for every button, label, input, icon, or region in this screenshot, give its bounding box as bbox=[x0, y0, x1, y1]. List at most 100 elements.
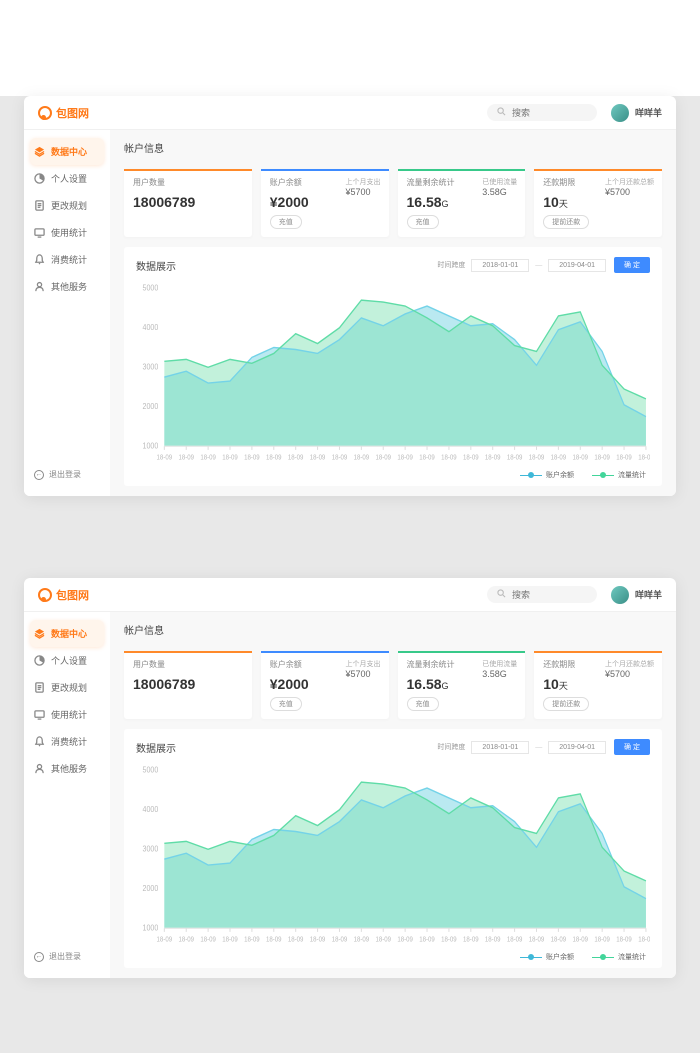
logout-icon: ← bbox=[34, 952, 44, 962]
logout-button[interactable]: ← 退出登录 bbox=[24, 461, 110, 488]
main-content: 帐户信息 用户数量18006789账户余额¥2000上个月支出¥5700充值流量… bbox=[110, 612, 676, 978]
account-section-title: 帐户信息 bbox=[124, 622, 662, 641]
sidebar-item-0[interactable]: 数据中心 bbox=[30, 138, 104, 165]
dashboard-screenshot-1: 包图网 咩咩羊 数据中心个人设置更改规划使用统计消费统计其他服务 ← 退出登录 … bbox=[24, 96, 676, 496]
search-icon bbox=[497, 589, 506, 600]
svg-text:5000: 5000 bbox=[143, 283, 159, 293]
svg-text:5000: 5000 bbox=[143, 765, 159, 775]
account-cards: 用户数量18006789账户余额¥2000上个月支出¥5700充值流量剩余统计1… bbox=[124, 169, 662, 237]
svg-text:18-09: 18-09 bbox=[266, 454, 282, 462]
svg-text:18-09: 18-09 bbox=[551, 936, 567, 944]
area-chart: 1000200030004000500018-0918-0918-0918-09… bbox=[136, 763, 650, 950]
user-icon bbox=[34, 281, 45, 292]
svg-text:18-09: 18-09 bbox=[332, 454, 348, 462]
doc-icon bbox=[34, 200, 45, 211]
svg-text:18-09: 18-09 bbox=[244, 454, 260, 462]
username: 咩咩羊 bbox=[635, 106, 662, 119]
brand-name: 包图网 bbox=[56, 105, 89, 121]
account-card-3: 还款期限10天上个月还款总额¥5700提前还款 bbox=[534, 651, 662, 719]
svg-text:3000: 3000 bbox=[143, 844, 159, 854]
sidebar: 数据中心个人设置更改规划使用统计消费统计其他服务 ← 退出登录 bbox=[24, 612, 110, 978]
svg-text:18-09: 18-09 bbox=[222, 454, 238, 462]
chart-panel: 数据展示 时间跨度 2018-01-01 — 2019-04-01 确 定 10… bbox=[124, 247, 662, 486]
brand-logo[interactable]: 包图网 bbox=[38, 587, 89, 603]
avatar[interactable] bbox=[611, 104, 629, 122]
svg-text:18-09: 18-09 bbox=[529, 936, 545, 944]
search-box[interactable] bbox=[487, 586, 597, 603]
svg-text:18-09: 18-09 bbox=[200, 454, 216, 462]
svg-text:18-09: 18-09 bbox=[573, 936, 589, 944]
date-end-input[interactable]: 2019-04-01 bbox=[548, 741, 606, 754]
svg-text:18-09: 18-09 bbox=[157, 936, 173, 944]
legend-item: 账户余额 bbox=[520, 952, 574, 962]
account-card-0: 用户数量18006789 bbox=[124, 169, 252, 237]
account-card-1: 账户余额¥2000上个月支出¥5700充值 bbox=[261, 169, 389, 237]
date-end-input[interactable]: 2019-04-01 bbox=[548, 259, 606, 272]
svg-text:18-09: 18-09 bbox=[310, 936, 326, 944]
svg-text:18-09: 18-09 bbox=[397, 936, 413, 944]
legend-item: 账户余额 bbox=[520, 470, 574, 480]
svg-text:18-09: 18-09 bbox=[463, 454, 479, 462]
account-section-title: 帐户信息 bbox=[124, 140, 662, 159]
search-box[interactable] bbox=[487, 104, 597, 121]
card-action-button[interactable]: 充值 bbox=[407, 215, 439, 229]
sidebar-item-3[interactable]: 使用统计 bbox=[24, 219, 110, 246]
svg-text:18-09: 18-09 bbox=[616, 454, 632, 462]
sidebar-item-5[interactable]: 其他服务 bbox=[24, 755, 110, 782]
confirm-button[interactable]: 确 定 bbox=[614, 257, 650, 273]
sidebar-item-0[interactable]: 数据中心 bbox=[30, 620, 104, 647]
logo-icon bbox=[38, 106, 52, 120]
svg-text:18-09: 18-09 bbox=[507, 936, 523, 944]
layers-icon bbox=[34, 628, 45, 639]
search-input[interactable] bbox=[512, 108, 582, 118]
svg-text:18-09: 18-09 bbox=[200, 936, 216, 944]
sidebar-item-1[interactable]: 个人设置 bbox=[24, 647, 110, 674]
svg-text:18-09: 18-09 bbox=[419, 936, 435, 944]
card-action-button[interactable]: 提前还款 bbox=[543, 697, 589, 711]
monitor-icon bbox=[34, 709, 45, 720]
svg-text:18-09: 18-09 bbox=[485, 454, 501, 462]
avatar[interactable] bbox=[611, 586, 629, 604]
svg-text:18-09: 18-09 bbox=[485, 936, 501, 944]
logout-icon: ← bbox=[34, 470, 44, 480]
account-card-1: 账户余额¥2000上个月支出¥5700充值 bbox=[261, 651, 389, 719]
pie-icon bbox=[34, 173, 45, 184]
date-start-input[interactable]: 2018-01-01 bbox=[471, 741, 529, 754]
monitor-icon bbox=[34, 227, 45, 238]
svg-text:18-09: 18-09 bbox=[441, 454, 457, 462]
area-chart: 1000200030004000500018-0918-0918-0918-09… bbox=[136, 281, 650, 468]
brand-logo[interactable]: 包图网 bbox=[38, 105, 89, 121]
chart-legend: 账户余额流量统计 bbox=[136, 950, 650, 962]
svg-text:18-09: 18-09 bbox=[397, 454, 413, 462]
topbar: 包图网 咩咩羊 bbox=[24, 96, 676, 130]
topbar: 包图网 咩咩羊 bbox=[24, 578, 676, 612]
sidebar-item-2[interactable]: 更改规划 bbox=[24, 192, 110, 219]
card-action-button[interactable]: 充值 bbox=[270, 215, 302, 229]
search-input[interactable] bbox=[512, 590, 582, 600]
svg-text:18-09: 18-09 bbox=[638, 936, 650, 944]
bell-icon bbox=[34, 736, 45, 747]
logout-button[interactable]: ← 退出登录 bbox=[24, 943, 110, 970]
sidebar-item-5[interactable]: 其他服务 bbox=[24, 273, 110, 300]
sidebar-item-4[interactable]: 消费统计 bbox=[24, 728, 110, 755]
card-action-button[interactable]: 充值 bbox=[270, 697, 302, 711]
svg-text:18-09: 18-09 bbox=[529, 454, 545, 462]
card-action-button[interactable]: 充值 bbox=[407, 697, 439, 711]
svg-text:18-09: 18-09 bbox=[178, 454, 194, 462]
card-action-button[interactable]: 提前还款 bbox=[543, 215, 589, 229]
svg-text:18-09: 18-09 bbox=[573, 454, 589, 462]
confirm-button[interactable]: 确 定 bbox=[614, 739, 650, 755]
sidebar-item-1[interactable]: 个人设置 bbox=[24, 165, 110, 192]
svg-text:18-09: 18-09 bbox=[354, 936, 370, 944]
svg-text:18-09: 18-09 bbox=[638, 454, 650, 462]
sidebar-item-4[interactable]: 消费统计 bbox=[24, 246, 110, 273]
svg-text:18-09: 18-09 bbox=[551, 454, 567, 462]
date-start-input[interactable]: 2018-01-01 bbox=[471, 259, 529, 272]
user-icon bbox=[34, 763, 45, 774]
svg-text:18-09: 18-09 bbox=[157, 454, 173, 462]
pie-icon bbox=[34, 655, 45, 666]
sidebar-item-2[interactable]: 更改规划 bbox=[24, 674, 110, 701]
account-cards: 用户数量18006789账户余额¥2000上个月支出¥5700充值流量剩余统计1… bbox=[124, 651, 662, 719]
sidebar-item-3[interactable]: 使用统计 bbox=[24, 701, 110, 728]
svg-text:18-09: 18-09 bbox=[594, 454, 610, 462]
